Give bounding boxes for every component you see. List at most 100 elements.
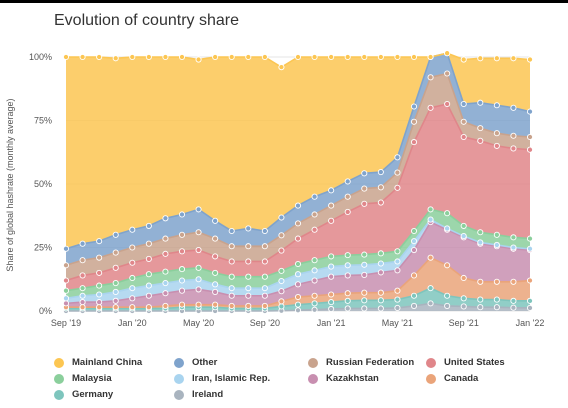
point-malaysia[interactable]	[178, 266, 186, 273]
point-other[interactable]	[361, 170, 368, 177]
point-iran-islamic-rep[interactable]	[228, 285, 235, 292]
point-ireland[interactable]	[394, 304, 401, 312]
point-russian-federation[interactable]	[394, 169, 401, 176]
point-iran-islamic-rep[interactable]	[261, 285, 268, 292]
point-united-states[interactable]	[344, 208, 351, 215]
point-malaysia[interactable]	[377, 250, 384, 257]
point-malaysia[interactable]	[460, 222, 467, 229]
point-malaysia[interactable]	[228, 273, 235, 280]
point-germany[interactable]	[361, 297, 368, 304]
point-russian-federation[interactable]	[377, 184, 384, 191]
point-united-states[interactable]	[394, 184, 401, 191]
point-mainland-china[interactable]	[129, 53, 136, 61]
point-other[interactable]	[129, 226, 136, 233]
point-malaysia[interactable]	[212, 269, 219, 276]
point-mainland-china[interactable]	[311, 53, 318, 61]
point-malaysia[interactable]	[112, 280, 119, 287]
legend-item-russian-federation[interactable]: Russian Federation	[308, 357, 426, 368]
point-mainland-china[interactable]	[427, 53, 434, 61]
point-iran-islamic-rep[interactable]	[510, 244, 517, 251]
point-malaysia[interactable]	[526, 235, 534, 242]
point-other[interactable]	[294, 202, 302, 209]
point-canada[interactable]	[178, 301, 186, 308]
point-ireland[interactable]	[427, 300, 434, 307]
point-russian-federation[interactable]	[195, 229, 202, 236]
point-malaysia[interactable]	[510, 234, 517, 241]
point-russian-federation[interactable]	[361, 185, 368, 192]
point-iran-islamic-rep[interactable]	[195, 276, 202, 283]
legend-item-canada[interactable]: Canada	[426, 373, 524, 384]
point-malaysia[interactable]	[444, 210, 451, 217]
point-mainland-china[interactable]	[460, 56, 467, 63]
point-russian-federation[interactable]	[510, 132, 517, 139]
point-united-states[interactable]	[444, 100, 451, 108]
point-ireland[interactable]	[344, 305, 351, 312]
point-united-states[interactable]	[145, 255, 152, 262]
point-mainland-china[interactable]	[377, 53, 384, 61]
point-mainland-china[interactable]	[112, 55, 119, 62]
point-malaysia[interactable]	[361, 251, 368, 258]
point-germany[interactable]	[460, 295, 467, 302]
point-kazakhstan[interactable]	[62, 300, 70, 307]
point-germany[interactable]	[444, 292, 451, 299]
point-united-states[interactable]	[427, 104, 434, 111]
point-other[interactable]	[112, 231, 119, 238]
point-ireland[interactable]	[328, 305, 335, 313]
point-russian-federation[interactable]	[79, 257, 86, 264]
point-ireland[interactable]	[410, 302, 418, 309]
point-russian-federation[interactable]	[228, 243, 235, 250]
point-ireland[interactable]	[526, 304, 534, 312]
point-russian-federation[interactable]	[278, 232, 285, 239]
point-iran-islamic-rep[interactable]	[493, 241, 500, 249]
point-other[interactable]	[96, 238, 103, 245]
point-iran-islamic-rep[interactable]	[245, 285, 252, 292]
point-united-states[interactable]	[410, 139, 418, 146]
point-united-states[interactable]	[62, 277, 70, 284]
legend-item-other[interactable]: Other	[174, 357, 308, 368]
point-germany[interactable]	[410, 292, 418, 299]
point-other[interactable]	[245, 225, 252, 232]
point-malaysia[interactable]	[427, 206, 434, 213]
point-united-states[interactable]	[510, 145, 517, 152]
point-malaysia[interactable]	[410, 227, 418, 235]
point-united-states[interactable]	[79, 272, 86, 279]
point-united-states[interactable]	[228, 258, 235, 265]
point-germany[interactable]	[311, 300, 318, 307]
point-malaysia[interactable]	[129, 274, 136, 282]
point-iran-islamic-rep[interactable]	[377, 260, 384, 267]
point-germany[interactable]	[328, 299, 335, 306]
point-kazakhstan[interactable]	[377, 269, 384, 276]
point-other[interactable]	[195, 206, 202, 213]
point-other[interactable]	[79, 240, 86, 247]
point-kazakhstan[interactable]	[112, 297, 119, 304]
point-mainland-china[interactable]	[361, 53, 368, 61]
point-mainland-china[interactable]	[328, 53, 335, 61]
point-canada[interactable]	[278, 298, 285, 305]
point-canada[interactable]	[394, 287, 401, 294]
point-kazakhstan[interactable]	[311, 277, 318, 284]
point-united-states[interactable]	[162, 250, 169, 257]
point-canada[interactable]	[410, 272, 418, 279]
point-malaysia[interactable]	[493, 231, 500, 238]
point-iran-islamic-rep[interactable]	[96, 291, 103, 298]
point-mainland-china[interactable]	[493, 55, 500, 62]
point-iran-islamic-rep[interactable]	[278, 277, 285, 285]
point-ireland[interactable]	[444, 302, 451, 309]
point-canada[interactable]	[477, 278, 484, 285]
point-ireland[interactable]	[510, 304, 517, 311]
point-russian-federation[interactable]	[96, 254, 103, 261]
point-canada[interactable]	[228, 302, 235, 309]
point-germany[interactable]	[493, 296, 500, 303]
point-united-states[interactable]	[294, 235, 302, 242]
point-other[interactable]	[212, 217, 219, 224]
point-ireland[interactable]	[377, 305, 384, 312]
point-iran-islamic-rep[interactable]	[361, 261, 368, 268]
point-malaysia[interactable]	[344, 252, 351, 259]
legend-item-mainland-china[interactable]: Mainland China	[54, 357, 174, 368]
point-other[interactable]	[526, 108, 534, 115]
point-malaysia[interactable]	[79, 285, 86, 292]
point-mainland-china[interactable]	[526, 56, 534, 63]
point-mainland-china[interactable]	[178, 53, 186, 61]
point-united-states[interactable]	[96, 269, 103, 276]
point-kazakhstan[interactable]	[294, 281, 302, 288]
